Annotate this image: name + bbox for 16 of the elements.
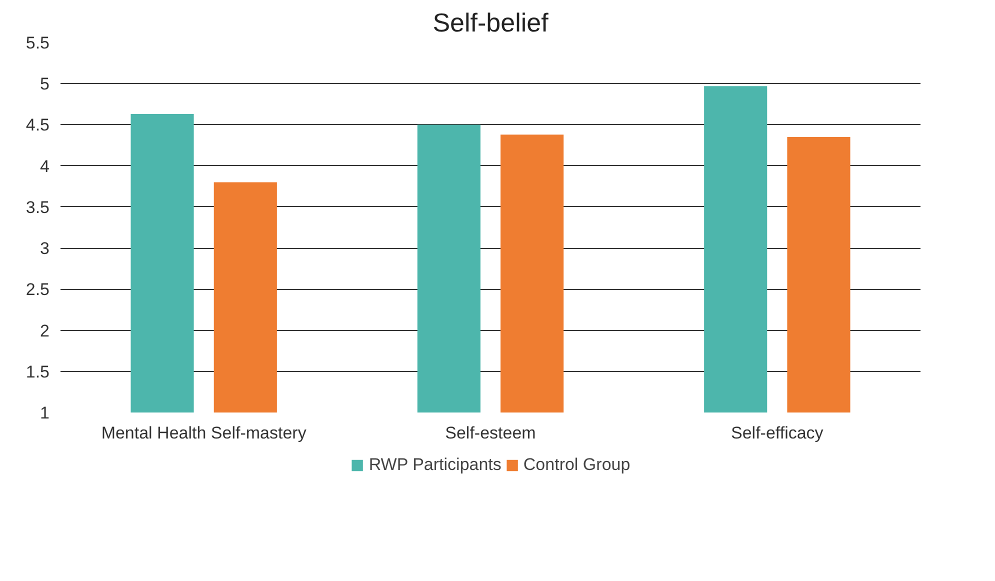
x-tick-label: Self-efficacy [731,424,824,442]
y-tick-label: 2 [40,321,50,340]
y-tick-label: 1 [40,404,50,422]
y-tick-label: 3.5 [26,198,50,217]
y-tick-label: 4.5 [26,116,50,135]
y-tick-label: 5.5 [26,34,50,52]
y-tick-label: 3 [40,239,50,258]
y-tick-label: 2.5 [26,280,50,300]
y-tick-label: 1.5 [26,362,50,382]
y-tick-label: 4 [40,156,50,176]
x-tick-label: Self-esteem [445,424,536,442]
y-tick-label: 5 [40,74,50,94]
legend-label: Control Group [523,455,630,475]
legend-label: RWP Participants [368,455,502,475]
x-tick-label: Mental Health Self-mastery [101,424,307,442]
chart-title: Self-belief [432,8,550,38]
